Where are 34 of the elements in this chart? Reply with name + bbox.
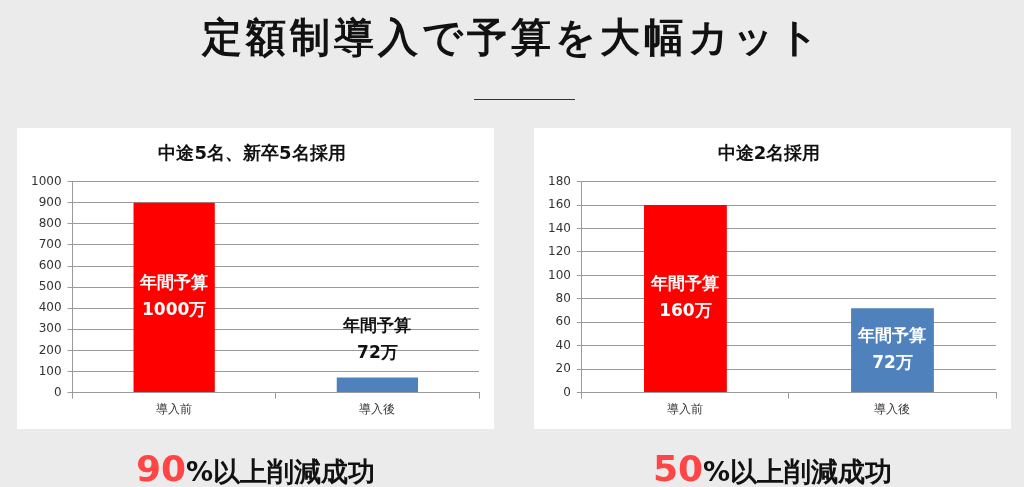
y-tick-label: 0 <box>53 384 62 399</box>
y-tick-label: 400 <box>38 300 62 315</box>
y-tick-label: 800 <box>38 215 62 230</box>
text: 90%以上削減成功 <box>135 448 376 487</box>
y-tick-label: 180 <box>548 173 571 188</box>
text: 50%以上削減成功 <box>652 448 893 487</box>
y-tick-label: 120 <box>548 244 571 259</box>
x-tick-label: 導入前 <box>667 401 704 416</box>
y-tick-label: 600 <box>38 258 62 273</box>
y-tick-label: 160 <box>548 197 571 212</box>
data-label: 年間予算 72万 <box>857 325 927 373</box>
x-tick-label: 導入前 <box>156 401 193 416</box>
chart-title: 中途2名採用 <box>717 142 821 164</box>
y-tick-label: 100 <box>548 267 571 282</box>
y-tick-label: 40 <box>555 337 571 352</box>
x-tick-label: 導入後 <box>359 401 396 416</box>
y-tick-label: 500 <box>38 279 62 294</box>
y-tick-label: 20 <box>555 361 571 376</box>
y-tick-label: 700 <box>38 237 62 252</box>
data-label: 年間予算 72万 <box>342 315 412 363</box>
y-tick-label: 1000 <box>30 173 62 188</box>
y-tick-label: 300 <box>38 321 62 336</box>
y-tick-label: 900 <box>38 194 62 209</box>
text: 定額制導入で予算を大幅カット <box>200 13 824 62</box>
chart-title: 中途5名、新卒5名採用 <box>158 142 346 164</box>
y-tick-label: 200 <box>38 342 62 357</box>
x-tick-label: 導入後 <box>874 401 911 416</box>
data-label: 年間予算 160万 <box>650 273 720 321</box>
y-tick-label: 140 <box>548 220 571 235</box>
y-tick-label: 60 <box>555 314 571 329</box>
y-tick-label: 80 <box>555 290 571 305</box>
y-tick-label: 0 <box>563 384 571 399</box>
y-tick-label: 100 <box>38 363 62 378</box>
data-label: 年間予算 1000万 <box>139 272 209 320</box>
